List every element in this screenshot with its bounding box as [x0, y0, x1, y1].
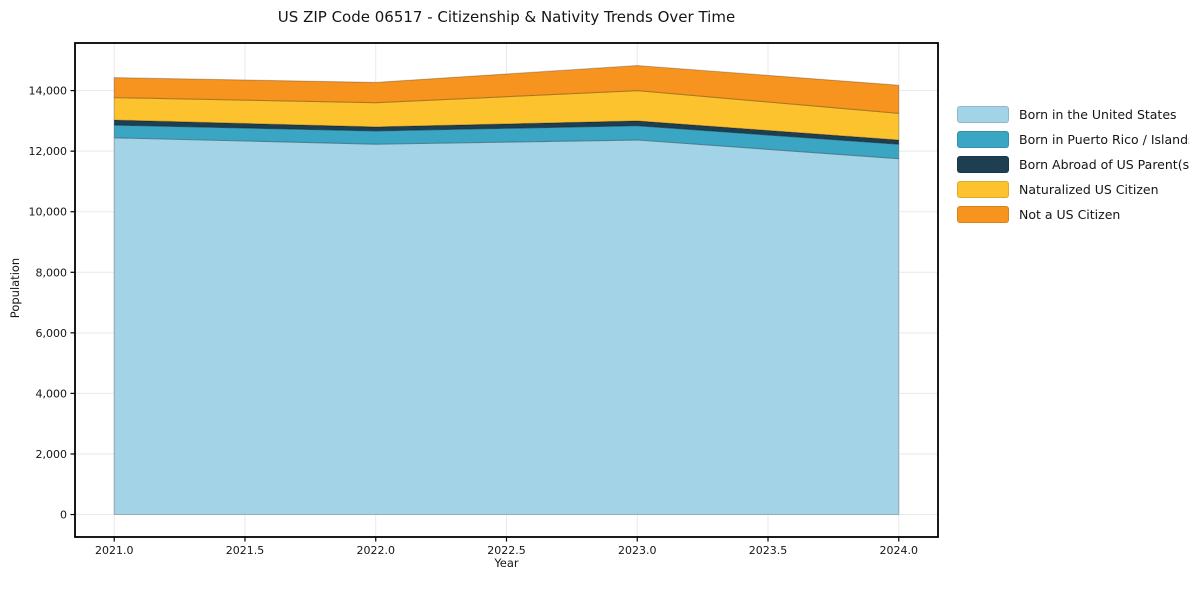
legend-label: Naturalized US Citizen	[1019, 182, 1159, 197]
legend-item: Naturalized US Citizen	[957, 181, 1189, 198]
legend-swatch	[957, 181, 1009, 198]
y-tick-label: 0	[60, 509, 67, 522]
legend-swatch	[957, 106, 1009, 123]
x-tick-label: 2022.0	[356, 544, 395, 557]
x-tick-label: 2023.5	[749, 544, 788, 557]
y-axis-title: Population	[8, 257, 22, 319]
legend-label: Born Abroad of US Parent(s)	[1019, 157, 1189, 172]
y-tick-label: 10,000	[29, 206, 68, 219]
y-tick-label: 8,000	[36, 266, 68, 279]
legend-swatch	[957, 206, 1009, 223]
x-tick-label: 2023.0	[618, 544, 657, 557]
legend-item: Born in the United States	[957, 106, 1189, 123]
area-not-a-us-citizen	[113, 64, 900, 114]
legend-item: Not a US Citizen	[957, 206, 1189, 223]
legend-swatch	[957, 156, 1009, 173]
y-tick-label: 12,000	[29, 145, 68, 158]
legend-label: Born in Puerto Rico / Islands	[1019, 132, 1189, 147]
area-born-in-the-united-states	[113, 137, 900, 516]
y-tick-label: 6,000	[36, 327, 68, 340]
x-tick-label: 2022.5	[487, 544, 526, 557]
legend-label: Not a US Citizen	[1019, 207, 1121, 222]
x-tick-label: 2021.5	[226, 544, 265, 557]
legend-item: Born in Puerto Rico / Islands	[957, 131, 1189, 148]
chart-title: US ZIP Code 06517 - Citizenship & Nativi…	[277, 8, 736, 26]
y-tick-label: 4,000	[36, 387, 68, 400]
y-tick-label: 2,000	[36, 448, 68, 461]
y-tick-label: 14,000	[29, 85, 68, 98]
x-axis-title: Year	[494, 556, 519, 570]
x-tick-label: 2021.0	[95, 544, 134, 557]
legend-swatch	[957, 131, 1009, 148]
legend: Born in the United States Born in Puerto …	[957, 106, 1189, 223]
x-tick-label: 2024.0	[880, 544, 919, 557]
legend-item: Born Abroad of US Parent(s)	[957, 156, 1189, 173]
legend-label: Born in the United States	[1019, 107, 1177, 122]
